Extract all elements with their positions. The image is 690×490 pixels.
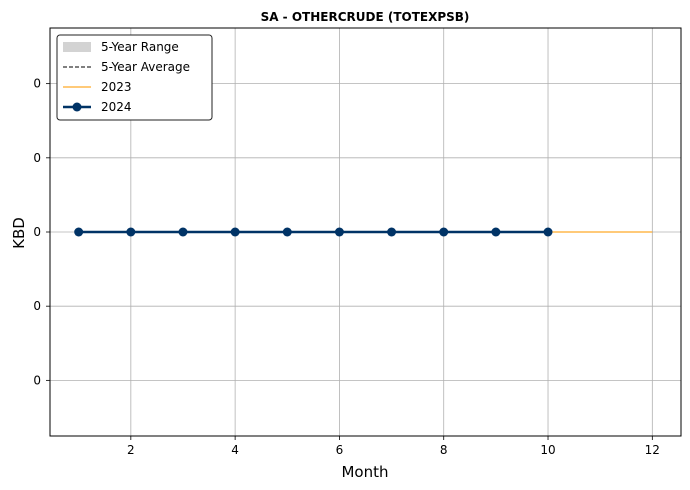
series-2024-marker bbox=[387, 227, 397, 237]
series-2024-marker bbox=[230, 227, 240, 237]
x-tick-label: 4 bbox=[231, 443, 239, 457]
y-axis-ticks: 0 0 0 0 0 bbox=[33, 77, 50, 387]
series-2024-marker bbox=[543, 227, 553, 237]
legend-swatch-5-year-range bbox=[63, 42, 91, 52]
legend: 5-Year Range 5-Year Average 2023 2024 bbox=[56, 34, 213, 121]
x-tick-label: 8 bbox=[440, 443, 448, 457]
legend-marker-2024 bbox=[72, 102, 82, 112]
legend-label-5-year-average: 5-Year Average bbox=[101, 60, 190, 74]
y-tick-label: 0 bbox=[33, 299, 41, 313]
y-tick-label: 0 bbox=[33, 151, 41, 165]
legend-label-2024: 2024 bbox=[101, 100, 132, 114]
legend-box bbox=[56, 34, 213, 121]
series-2024-marker bbox=[126, 227, 136, 237]
y-tick-label: 0 bbox=[33, 77, 41, 91]
chart-title: SA - OTHERCRUDE (TOTEXPSB) bbox=[261, 10, 470, 24]
x-tick-label: 2 bbox=[127, 443, 135, 457]
x-tick-label: 6 bbox=[336, 443, 344, 457]
x-axis-ticks: 2 4 6 8 10 12 bbox=[127, 436, 660, 457]
x-tick-label: 12 bbox=[645, 443, 660, 457]
series-2024-marker bbox=[74, 227, 84, 237]
x-axis-label: Month bbox=[341, 463, 388, 481]
series-2024-marker bbox=[439, 227, 449, 237]
series-group bbox=[74, 227, 653, 237]
legend-label-5-year-range: 5-Year Range bbox=[101, 40, 179, 54]
series-2024-marker bbox=[178, 227, 188, 237]
series-2024-marker bbox=[282, 227, 292, 237]
legend-label-2023: 2023 bbox=[101, 80, 132, 94]
y-tick-label: 0 bbox=[33, 225, 41, 239]
x-tick-label: 10 bbox=[540, 443, 555, 457]
y-tick-label: 0 bbox=[33, 373, 41, 387]
y-axis-label: KBD bbox=[10, 217, 28, 249]
series-2024-marker bbox=[491, 227, 501, 237]
series-2024-marker bbox=[334, 227, 344, 237]
